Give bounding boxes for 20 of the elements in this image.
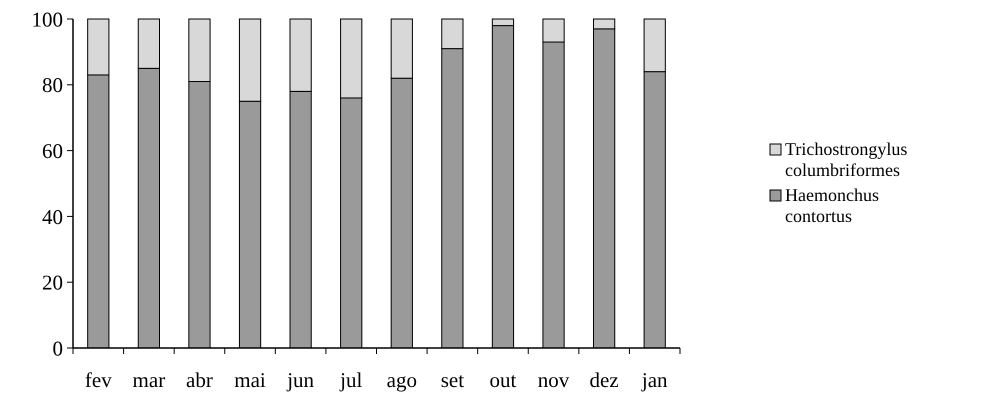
y-tick-label: 100 [32,7,63,32]
x-tick-label: set [440,368,464,392]
y-tick-label: 20 [42,270,63,295]
x-tick-label: fev [84,368,112,392]
legend-label: Trichostrongylus columbriformes [785,139,908,180]
y-tick-label: 60 [42,138,63,163]
x-tick-label: mar [132,368,166,392]
x-tick-label: abr [186,368,213,392]
y-tick-label: 0 [52,336,63,360]
legend-label: Haemonchus contortus [785,185,879,226]
x-tick-label: dez [590,368,619,392]
x-tick-label: nov [538,368,570,392]
x-tick-label: out [490,368,517,392]
y-tick-label: 40 [42,204,63,229]
y-tick-label: 80 [42,73,63,98]
x-tick-label: jan [640,368,668,392]
x-tick-label: jul [339,368,362,392]
x-tick-label: mai [234,368,266,392]
x-tick-label: ago [386,368,417,392]
x-tick-label: jun [286,368,315,392]
